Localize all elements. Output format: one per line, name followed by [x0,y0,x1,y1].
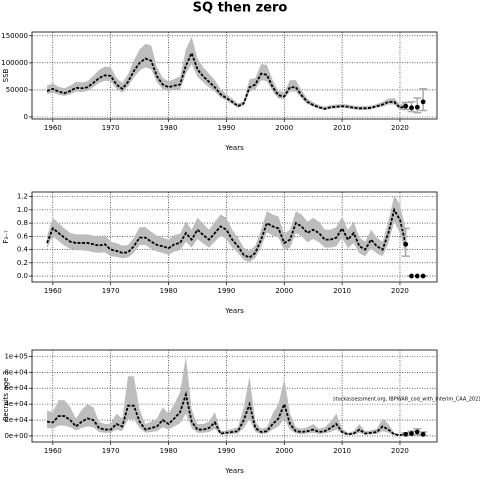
x-tick-label: 1970 [102,124,120,132]
x-tick-label: 1990 [217,447,235,455]
y-axis-label: F₃₋₇ [2,230,10,244]
y-tick-label: 0 [24,113,28,121]
y-tick-label: 1.0 [17,206,28,214]
y-tick-label: 0e+00 [4,432,28,440]
plot-frame [31,191,438,283]
annotation: stockassessment.org, IBPWAR_cod_with_int… [333,397,480,403]
forecast-point [409,105,414,111]
x-tick-label: 1960 [44,124,62,132]
x-tick-label: 2010 [333,287,351,295]
forecast-point [403,431,409,437]
forecast-point [414,104,420,110]
x-tick-label: 2000 [275,287,293,295]
forecast-point [414,273,420,279]
x-tick-label: 1980 [160,447,178,455]
y-tick-label: 150000 [1,32,28,40]
confidence-band [47,36,406,110]
forecast-point [409,273,414,279]
figure-title: SQ then zero [193,1,288,16]
x-tick-label: 2000 [275,124,293,132]
x-tick-label: 2010 [333,447,351,455]
x-tick-label: 1960 [44,447,62,455]
forecast-point [409,431,414,436]
y-tick-label: 1e+05 [4,352,28,360]
forecast-point [403,241,409,247]
y-tick-label: 2e+04 [4,416,28,424]
estimate-line [46,391,406,437]
y-tick-label: 4e+04 [4,400,28,408]
x-tick-label: 2020 [391,287,409,295]
estimate-line [46,50,407,110]
y-tick-label: 0.2 [17,259,28,267]
x-axis-label: Years [224,467,244,475]
forecast-point [420,273,426,279]
forecast-point [414,429,420,435]
x-tick-label: 1980 [160,124,178,132]
forecast-point [420,99,426,105]
x-tick-label: 2020 [391,124,409,132]
plot-frame [31,349,438,443]
y-tick-label: 1.2 [17,193,28,201]
y-tick-label: 100000 [1,59,28,67]
x-tick-label: 2020 [391,447,409,455]
y-axis-label: SSB [2,68,10,82]
forecast-point [420,431,426,437]
confidence-band [47,356,406,436]
x-tick-label: 1960 [44,287,62,295]
y-tick-label: 0.4 [17,246,29,254]
plot-frame [31,31,438,120]
x-tick-label: 1980 [160,287,178,295]
y-tick-label: 0.6 [17,232,29,240]
y-tick-label: 0.0 [17,272,28,280]
forecast-point [403,103,409,109]
x-tick-label: 2000 [275,447,293,455]
y-axis-label: Recruits age 3 [2,371,10,421]
x-tick-label: 2010 [333,124,351,132]
y-tick-label: 50000 [6,86,28,94]
x-tick-label: 1990 [217,287,235,295]
y-tick-label: 8e+04 [4,368,28,376]
x-tick-label: 1970 [102,447,120,455]
x-tick-label: 1990 [217,124,235,132]
y-tick-label: 6e+04 [4,384,28,392]
x-axis-label: Years [224,307,244,315]
x-axis-label: Years [224,144,244,152]
y-tick-label: 0.8 [17,219,28,227]
x-tick-label: 1970 [102,287,120,295]
